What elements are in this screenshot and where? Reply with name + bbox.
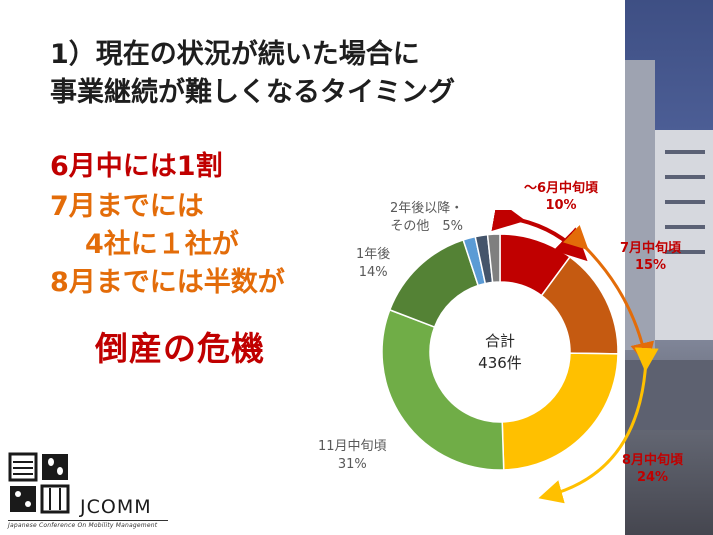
label-june: 〜6月中旬頃 10% — [524, 181, 599, 213]
slide-title-line-1: 1）現在の状況が続いた場合に — [50, 39, 420, 70]
arrow-july — [563, 225, 654, 367]
point-june: 6月中には1割 — [50, 151, 223, 182]
crisis-text: 倒産の危機 — [95, 329, 265, 368]
point-july: 7月までには — [50, 191, 204, 222]
slide-title-line-2: 事業継続が難しくなるタイミング — [50, 77, 455, 108]
point-one-in-four: 4社に１社が — [85, 229, 239, 260]
donut-center-title: 合計 — [484, 332, 515, 350]
logo-divider — [8, 520, 168, 521]
label-11m: 11月中旬頃 31% — [318, 439, 387, 472]
label-1y: 1年後 14% — [356, 247, 391, 280]
timeline-arrows — [491, 210, 659, 504]
arrow-june — [491, 210, 588, 262]
donut-center-label: 合計 436件 — [458, 330, 542, 374]
point-august: 8月までには半数が — [50, 267, 285, 298]
arrow-august — [538, 347, 659, 504]
label-2y-other: 2年後以降・ その他 5% — [390, 201, 464, 234]
jcomm-logo-icon — [8, 452, 70, 514]
donut-center-total: 436件 — [478, 354, 522, 372]
logo-subtitle: Japanese Conference On Mobility Manageme… — [8, 522, 158, 529]
donut-slice-4 — [388, 238, 480, 328]
slide-title: 1）現在の状況が続いた場合に 事業継続が難しくなるタイミング — [50, 36, 455, 112]
logo-name: JCOMM — [80, 496, 152, 518]
donut-slice-3 — [381, 308, 505, 471]
